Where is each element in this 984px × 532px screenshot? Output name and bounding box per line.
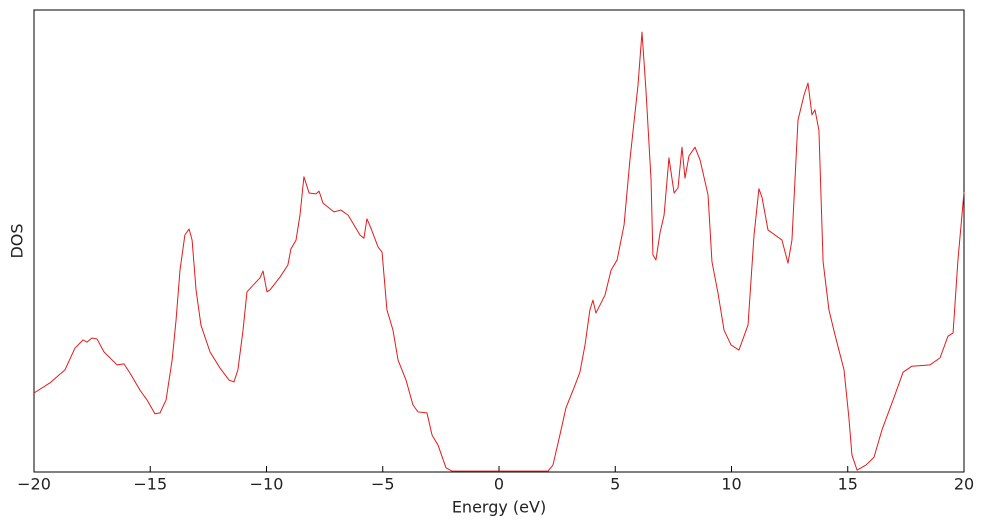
x-axis-label: Energy (eV) xyxy=(452,498,546,517)
plot-frame xyxy=(33,9,965,473)
x-tick-label: −15 xyxy=(133,475,167,494)
y-axis-label: DOS xyxy=(8,223,27,258)
x-tick-label: 20 xyxy=(954,475,974,494)
x-tick-label: −10 xyxy=(250,475,284,494)
x-tick-label: −20 xyxy=(17,475,51,494)
x-tick-label: 10 xyxy=(721,475,741,494)
x-tick-label: −5 xyxy=(371,475,395,494)
x-tick-label: 5 xyxy=(610,475,620,494)
x-tick-label: 0 xyxy=(494,475,504,494)
dos-line xyxy=(33,31,965,472)
x-tick-label: 15 xyxy=(838,475,858,494)
